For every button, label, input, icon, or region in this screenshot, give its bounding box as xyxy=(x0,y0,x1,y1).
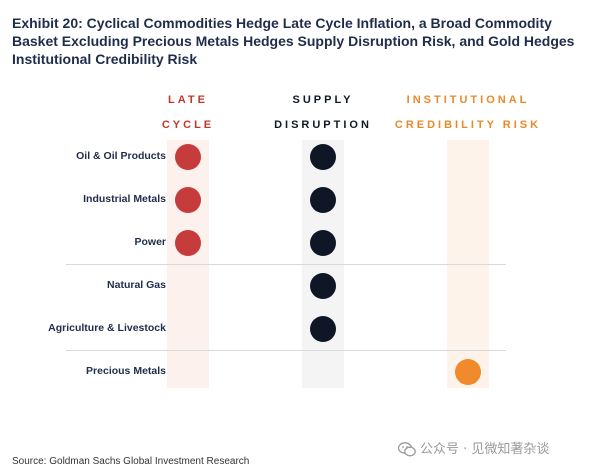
hedge-dot xyxy=(455,359,481,385)
hedge-dot xyxy=(310,316,336,342)
hedge-dot xyxy=(310,144,336,170)
watermark-text: 公众号 · 见微知著杂谈 xyxy=(420,442,550,457)
source-note: Source: Goldman Sachs Global Investment … xyxy=(12,456,250,467)
column-header-line1: LATE xyxy=(168,94,208,106)
hedge-dot xyxy=(175,144,201,170)
chart-title: Exhibit 20: Cyclical Commodities Hedge L… xyxy=(12,15,575,67)
group-separator xyxy=(66,264,506,265)
group-separator xyxy=(66,350,506,351)
column-header-line1: INSTITUTIONAL xyxy=(406,94,530,106)
column-header-line2: CYCLE xyxy=(161,119,215,131)
column-header-line1: SUPPLY xyxy=(292,94,354,106)
wechat-icon xyxy=(398,442,416,457)
row-label: Power xyxy=(134,236,166,248)
row-label: Industrial Metals xyxy=(83,193,166,205)
row-label: Oil & Oil Products xyxy=(76,150,166,162)
row-label: Precious Metals xyxy=(86,365,166,377)
hedge-dot xyxy=(310,273,336,299)
row-label: Natural Gas xyxy=(107,279,166,291)
hedge-dot xyxy=(175,187,201,213)
watermark: 公众号 · 见微知著杂谈 xyxy=(398,438,549,457)
column-header-line2: DISRUPTION xyxy=(274,119,372,131)
hedge-dot xyxy=(310,230,336,256)
row-label: Agriculture & Livestock xyxy=(48,322,166,334)
hedge-dot xyxy=(175,230,201,256)
column-header-line2: CREDIBILITY RISK xyxy=(394,119,542,131)
hedge-dot xyxy=(310,187,336,213)
